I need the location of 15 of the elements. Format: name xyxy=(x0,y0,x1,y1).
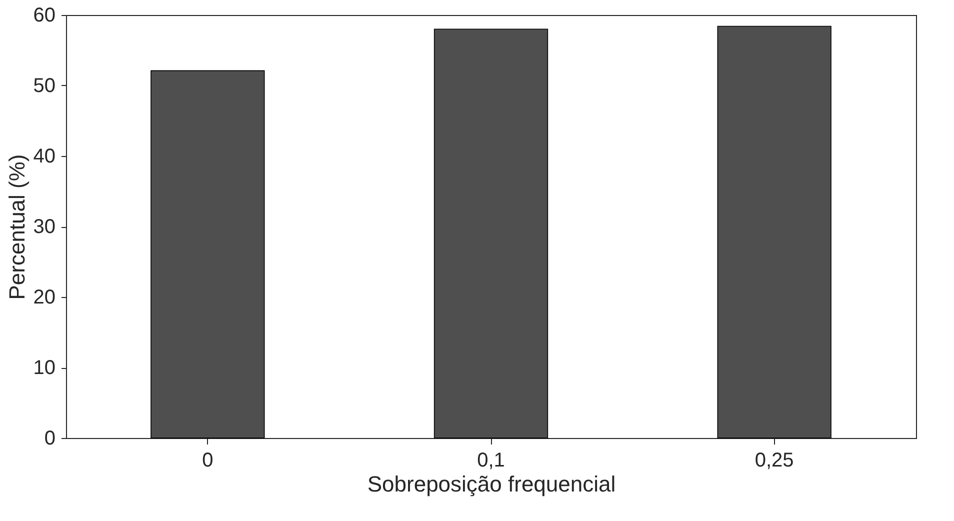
x-tick-label: 0 xyxy=(202,450,214,472)
y-tick-label: 50 xyxy=(33,75,56,97)
y-tick-label: 60 xyxy=(33,4,56,26)
x-axis-title: Sobreposição frequencial xyxy=(367,472,616,496)
y-tick-label: 30 xyxy=(33,216,56,238)
x-tick-label: 0,25 xyxy=(754,450,794,472)
y-tick-label: 0 xyxy=(44,428,56,450)
bar xyxy=(150,70,265,438)
y-axis-title: Percentual (%) xyxy=(4,154,30,300)
y-tick-label: 40 xyxy=(33,146,56,168)
bar xyxy=(717,26,832,438)
x-tick-label: 0,1 xyxy=(477,450,505,472)
y-tick-label: 20 xyxy=(33,286,56,308)
y-tick-label: 10 xyxy=(33,357,56,379)
bar xyxy=(434,28,548,438)
